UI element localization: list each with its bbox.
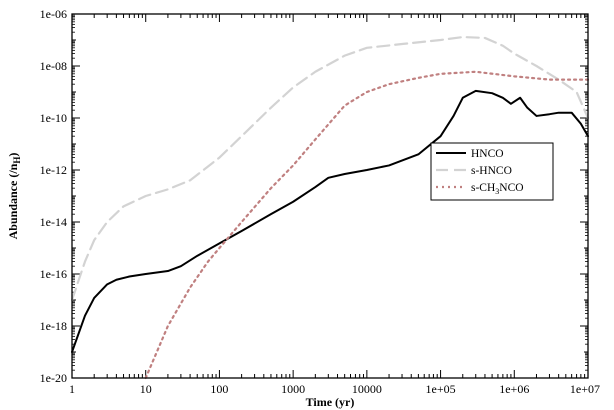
y-axis-label-sub: H [12, 157, 22, 164]
y-tick-label: 1e-16 [40, 267, 67, 281]
y-tick-label: 1e-12 [40, 163, 67, 177]
legend-label-hnco: HNCO [471, 148, 504, 160]
y-tick-label: 1e-06 [40, 7, 67, 21]
x-tick-label: 1e+06 [499, 382, 529, 396]
plot-frame [71, 13, 589, 379]
y-tick-label: 1e-14 [40, 215, 67, 229]
y-tick-label: 1e-08 [40, 59, 67, 73]
y-tick-label: 1e-18 [40, 319, 67, 333]
y-axis-label-main: Abundance (/n [6, 163, 20, 239]
axis-ticks: 1 10 100 1000 10000 1e+05 1e+06 1e+07 1e-20 1e-18… [40, 7, 600, 396]
x-axis-label: Time (yr) [306, 395, 355, 409]
legend: HNCO s-HNCO s-CH3NCO [430, 142, 554, 201]
x-tick-label: 1e+07 [570, 382, 600, 396]
y-tick-label: 1e-10 [40, 111, 67, 125]
series-line-hnco [71, 89, 589, 353]
y-tick-label: 1e-20 [40, 371, 67, 385]
x-tick-label: 1000 [281, 382, 305, 396]
series-lines [70, 35, 590, 380]
legend-label-s-hnco: s-HNCO [471, 165, 512, 177]
y-axis-label-close: ) [6, 153, 20, 157]
x-tick-label: 100 [210, 382, 228, 396]
series-line-s-ch3nco [144, 70, 590, 380]
series-line-s-hnco [70, 35, 590, 302]
x-tick-label: 1e+05 [426, 382, 456, 396]
x-tick-label: 10000 [352, 382, 382, 396]
y-axis-label: Abundance (/nH) [6, 153, 22, 240]
x-tick-label: 10 [140, 382, 152, 396]
legend-label-s-ch3nco: s-CH3NCO [471, 182, 524, 196]
x-tick-label: 1 [69, 382, 75, 396]
